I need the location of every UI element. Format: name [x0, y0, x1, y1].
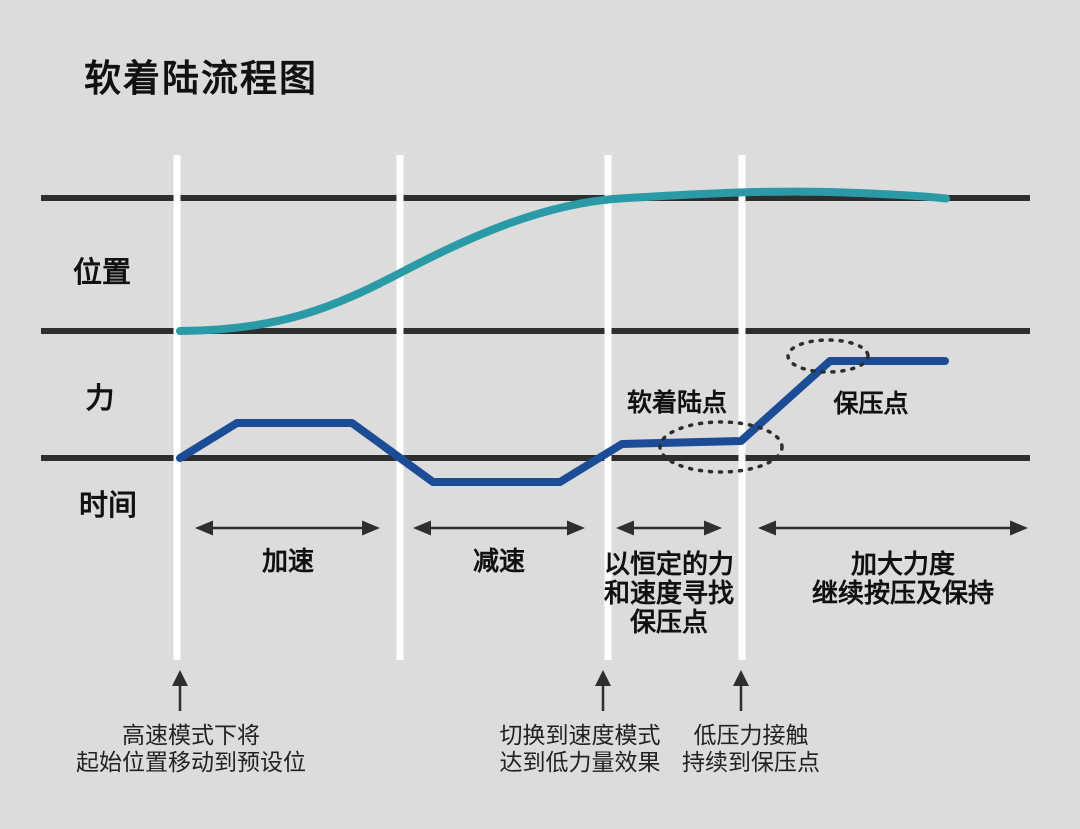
divider-line-3 [604, 155, 612, 660]
annotation-low-pressure: 低压力接触 持续到保压点 [682, 722, 820, 776]
phase-label-line: 以恒定的力 [603, 549, 735, 579]
phase-arrow-increase-hold [758, 520, 1028, 536]
phase-label-line: 和速度寻找 [603, 578, 735, 608]
annotation-arrow-high-speed [172, 670, 188, 711]
annotation-arrow-switch-mode [595, 670, 611, 711]
annotation-line: 持续到保压点 [682, 749, 820, 775]
annotation-line: 达到低力量效果 [499, 749, 661, 775]
annotation-line: 高速模式下将 [122, 722, 260, 748]
pressure-hold-point-circle [786, 338, 870, 374]
phase-arrow-decelerate [413, 520, 585, 536]
divider-line-4 [738, 155, 746, 660]
row-label-position: 位置 [72, 257, 132, 289]
phase-arrow-constant-force [616, 520, 722, 536]
force-curve [176, 357, 949, 486]
phase-label-decelerate: 减速 [472, 546, 526, 576]
divider-line-1 [173, 155, 181, 660]
page-title: 软着陆流程图 [84, 58, 318, 99]
phase-label-increase-hold: 加大力度 继续按压及保持 [812, 550, 994, 608]
annotation-arrow-low-pressure [733, 670, 749, 711]
row-label-time: 时间 [78, 490, 138, 522]
phase-divider-lines [173, 155, 746, 660]
row-label-force: 力 [85, 383, 115, 415]
position-curve [176, 187, 950, 335]
pressure-hold-point-label: 保压点 [833, 390, 909, 418]
phase-label-line: 继续按压及保持 [811, 578, 995, 608]
phase-label-constant-force: 以恒定的力 和速度寻找 保压点 [604, 550, 734, 637]
phase-label-line: 保压点 [629, 607, 709, 637]
phase-label-line: 加大力度 [850, 549, 956, 579]
annotation-switch-mode: 切换到速度模式 达到低力量效果 [500, 722, 661, 776]
annotation-high-speed: 高速模式下将 起始位置移动到预设位 [76, 722, 306, 776]
phase-arrow-accelerate [195, 520, 380, 536]
annotation-line: 起始位置移动到预设位 [76, 749, 306, 775]
soft-landing-point-circle [658, 420, 784, 474]
annotation-line: 切换到速度模式 [499, 722, 661, 748]
phase-label-accelerate: 加速 [261, 546, 315, 576]
annotation-line: 低压力接触 [693, 722, 809, 748]
soft-landing-point-label: 软着陆点 [626, 389, 728, 417]
divider-line-2 [396, 155, 404, 660]
